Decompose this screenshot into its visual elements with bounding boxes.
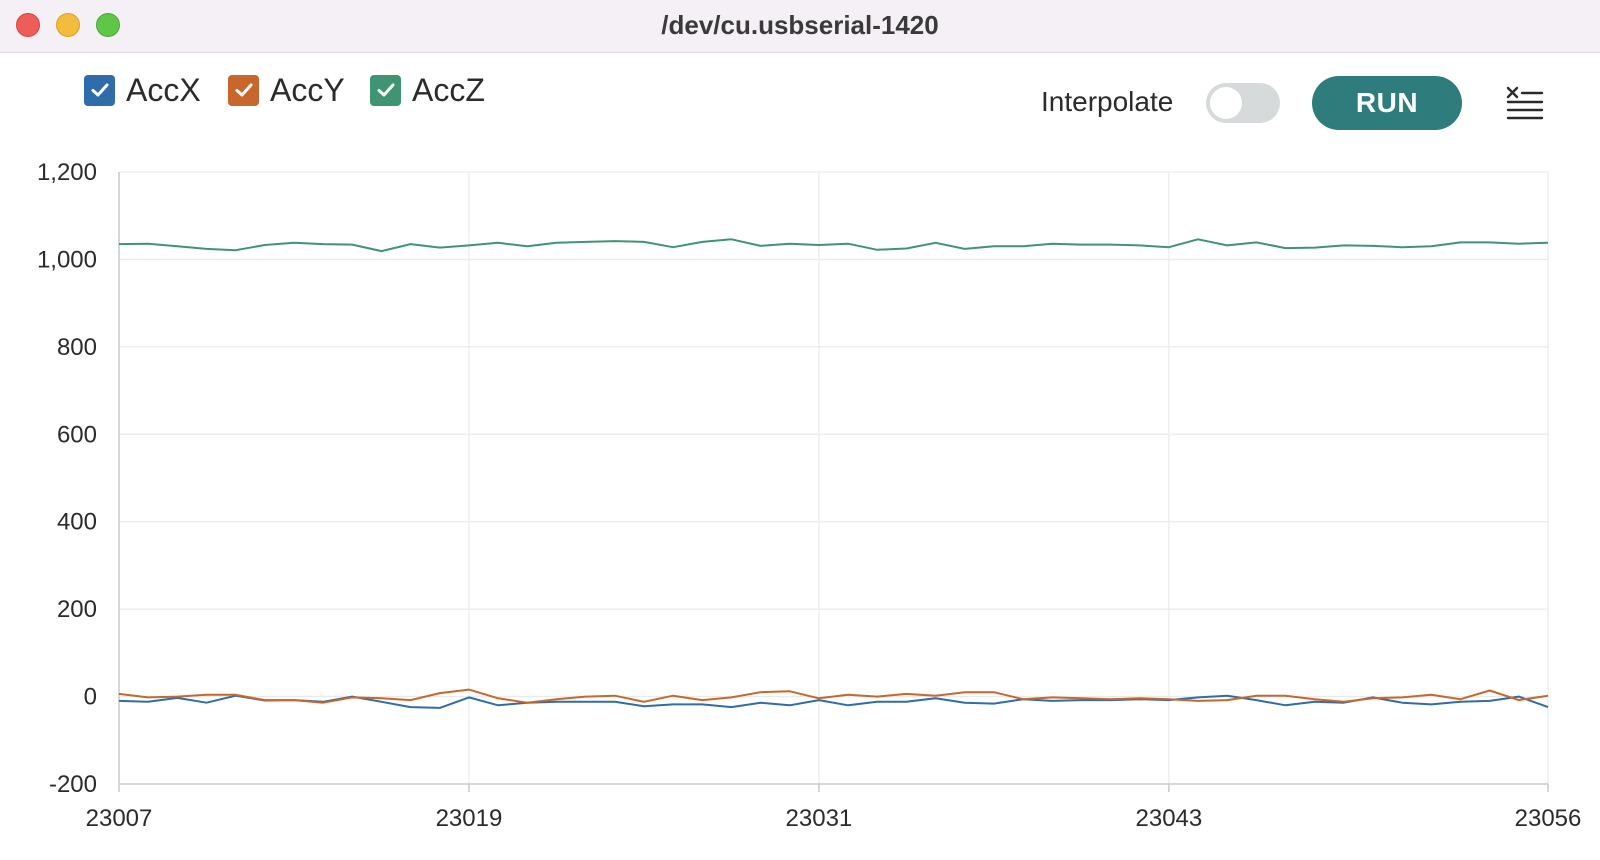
y-tick-label: 600 bbox=[57, 421, 97, 448]
y-tick-label: 0 bbox=[84, 684, 97, 711]
zoom-window-button[interactable] bbox=[96, 13, 120, 37]
checkbox-accy[interactable] bbox=[228, 74, 259, 106]
x-tick-label: 23019 bbox=[436, 805, 503, 832]
x-tick-label: 23043 bbox=[1136, 805, 1203, 832]
run-button[interactable]: RUN bbox=[1312, 76, 1462, 130]
legend-label-accx: AccX bbox=[126, 71, 201, 108]
clear-button[interactable] bbox=[1505, 85, 1545, 121]
x-tick-label: 23031 bbox=[786, 805, 853, 832]
x-tick-label: 23056 bbox=[1515, 805, 1582, 832]
checkmark-icon bbox=[377, 83, 394, 97]
y-tick-label: 800 bbox=[57, 334, 97, 361]
legend-toggle-accy[interactable]: AccY bbox=[228, 71, 345, 108]
y-tick-label: 1,200 bbox=[37, 159, 97, 186]
checkmark-icon bbox=[91, 83, 108, 97]
checkbox-accz[interactable] bbox=[370, 74, 401, 106]
y-tick-label: 200 bbox=[57, 596, 97, 623]
series-line-accy bbox=[118, 688, 1549, 704]
y-tick-label: 400 bbox=[57, 509, 97, 536]
window-title: /dev/cu.usbserial-1420 bbox=[661, 10, 939, 40]
close-window-button[interactable] bbox=[16, 13, 40, 37]
legend-label-accz: AccZ bbox=[412, 71, 485, 108]
checkmark-icon bbox=[235, 83, 252, 97]
toggle-knob bbox=[1210, 87, 1242, 119]
interpolate-toggle[interactable] bbox=[1206, 83, 1280, 123]
x-tick-label: 23007 bbox=[86, 805, 153, 832]
interpolate-label: Interpolate bbox=[1041, 86, 1174, 117]
y-tick-label: -200 bbox=[49, 771, 97, 798]
y-tick-label: 1,000 bbox=[37, 246, 97, 273]
series-line-accz bbox=[118, 238, 1549, 253]
legend-toggle-accz[interactable]: AccZ bbox=[370, 71, 485, 108]
legend-label-accy: AccY bbox=[270, 71, 345, 108]
clear-list-icon bbox=[1506, 86, 1544, 120]
checkbox-accx[interactable] bbox=[84, 74, 115, 106]
title-bar: /dev/cu.usbserial-1420 bbox=[0, 0, 1600, 53]
minimize-window-button[interactable] bbox=[56, 13, 80, 37]
legend-toggle-accx[interactable]: AccX bbox=[84, 71, 201, 108]
